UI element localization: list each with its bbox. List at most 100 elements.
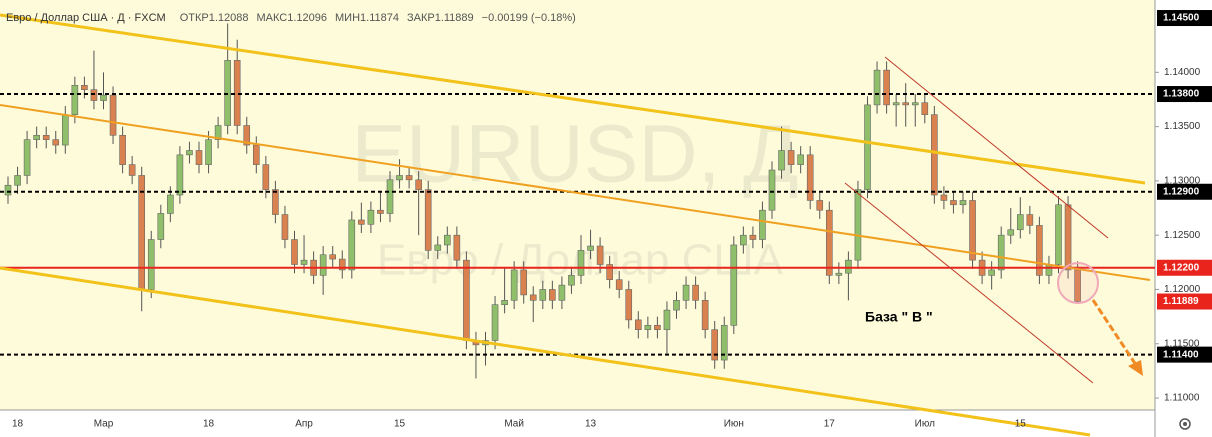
price-axis-background: [1155, 0, 1212, 437]
candle-body: [319, 254, 327, 276]
candle-body: [806, 154, 814, 201]
candle-body: [654, 325, 661, 330]
candle-body: [778, 150, 785, 171]
level-label: 1.11889: [1163, 296, 1199, 307]
level-label: 1.14500: [1163, 13, 1200, 24]
level-label-box: [1157, 86, 1212, 103]
candle-body: [348, 219, 356, 271]
candle-body: [100, 94, 107, 101]
candle-body: [940, 194, 948, 201]
candle-body: [396, 175, 403, 181]
x-tick-label: Июл: [915, 419, 935, 430]
time-axis-background: [0, 410, 1155, 437]
x-tick-label: Апр: [295, 419, 313, 430]
candle-body: [443, 234, 451, 246]
candle-body: [931, 114, 938, 196]
candle-body: [14, 175, 21, 186]
level-label-box: [1157, 10, 1212, 27]
candle-body: [797, 154, 804, 165]
candle-body: [90, 89, 98, 101]
candle-body: [4, 184, 12, 196]
level-label-box: [1157, 259, 1212, 276]
candle-body: [596, 245, 604, 265]
candle-body: [663, 309, 671, 330]
x-tick-label: 17: [824, 419, 836, 430]
channel-line: [0, 104, 1151, 281]
x-tick-label: 15: [394, 419, 406, 430]
candle-body: [253, 144, 260, 165]
candle-body: [740, 234, 747, 246]
channel-line: [0, 266, 1091, 437]
candle-body: [615, 279, 623, 290]
candle-body: [577, 250, 585, 276]
candle-body: [558, 284, 566, 301]
level-label: 1.13800: [1163, 89, 1200, 100]
arrow: [1091, 299, 1140, 369]
candle-body: [845, 259, 852, 274]
candle-body: [463, 259, 470, 341]
x-tick-label: 13: [585, 419, 597, 430]
symbol: Евро / Доллар США · Д · FXCM: [6, 12, 166, 24]
candle-body: [329, 254, 337, 260]
level-label-box: [1157, 346, 1212, 363]
candle-body: [711, 329, 719, 361]
highlight-circle: [1057, 262, 1099, 304]
candle-body: [549, 289, 556, 301]
x-tick-label: 18: [203, 419, 215, 430]
candle-body: [109, 94, 117, 136]
candle-body: [673, 300, 680, 311]
channel-line: [884, 56, 1109, 239]
candle-body: [243, 125, 251, 146]
candle-body: [453, 234, 461, 261]
candle-body: [205, 139, 212, 165]
ohlc-label: ЗАКР: [407, 12, 435, 24]
candle-body: [539, 289, 547, 301]
candle-body: [167, 194, 174, 214]
candle-body: [214, 125, 222, 140]
candle-body: [358, 219, 365, 225]
candle-body: [854, 189, 862, 261]
candle-body: [730, 244, 738, 326]
candle-body: [386, 179, 394, 214]
candle-body: [1036, 225, 1043, 276]
settings-icon[interactable]: [1179, 418, 1191, 430]
candle-body: [491, 304, 499, 341]
candle-body: [787, 150, 795, 165]
y-tick-label: 1.14000: [1164, 67, 1201, 78]
candle-body: [682, 284, 690, 301]
candle-body: [128, 164, 136, 176]
candle-body: [52, 139, 60, 146]
candle-body: [510, 269, 518, 301]
candle-body: [1064, 204, 1072, 271]
candle-body: [902, 102, 910, 106]
drawings: База " В ": [0, 13, 1151, 437]
y-tick-label: 1.12500: [1164, 230, 1201, 241]
candle-body: [71, 85, 79, 115]
candle-body: [147, 239, 155, 290]
change: −0.00199 (−0.18%): [482, 12, 576, 24]
candle-body: [1026, 214, 1034, 226]
candle-body: [892, 102, 900, 106]
y-tick-label: 1.12000: [1164, 284, 1201, 295]
candle-body: [157, 213, 165, 240]
candle-body: [997, 234, 1005, 271]
ohlc-value: 1.11874: [360, 12, 399, 24]
candle-body: [692, 284, 699, 301]
candle-body: [625, 289, 633, 321]
candle-body: [768, 169, 776, 211]
candle-body: [272, 189, 279, 215]
candle-body: [606, 264, 613, 281]
plot: [0, 23, 1155, 379]
candle-body: [634, 319, 642, 330]
candle-body: [701, 300, 709, 330]
candle-body: [873, 69, 881, 106]
candle-body: [23, 139, 31, 176]
level-label-box: [1157, 183, 1212, 200]
y-tick-label: 1.13500: [1164, 121, 1201, 132]
level-label: 1.12200: [1163, 262, 1200, 273]
channel-line: [844, 182, 1094, 384]
candle-body: [911, 102, 919, 106]
candle-body: [338, 258, 346, 271]
candle-body: [405, 175, 413, 181]
candle-body: [281, 214, 289, 240]
